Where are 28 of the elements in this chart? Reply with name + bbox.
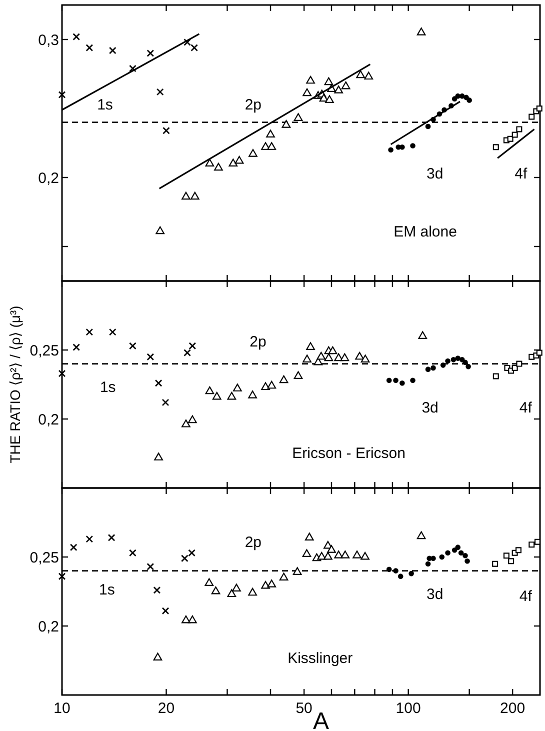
y-tick-label: 0,3	[38, 32, 59, 49]
annotation: 4f	[519, 400, 533, 417]
y-tick-label: 0,25	[30, 342, 59, 360]
y-tick-label: 0,2	[38, 170, 59, 187]
x-tick-label: 10	[54, 700, 70, 717]
x-tick-label: 200	[500, 700, 526, 717]
annotation: 1s	[97, 96, 113, 114]
annotation: 2p	[244, 96, 262, 114]
y-tick-label: 0,2	[38, 618, 59, 636]
y-axis-title: THE RATIO ⟨ρ²⟩ / ⟨ρ⟩ (μ³)	[7, 306, 23, 464]
annotation: 3d	[426, 586, 444, 603]
x-axis-title: A	[312, 708, 330, 731]
annotation: 3d	[426, 166, 444, 183]
x-tick-label: 20	[158, 700, 175, 717]
annotation: 1s	[100, 378, 116, 396]
annotation: 4f	[519, 588, 533, 605]
annotation: 2p	[250, 333, 266, 350]
annotation: 1s	[99, 582, 115, 599]
annotation: 2p	[244, 534, 262, 552]
annotation: 3d	[422, 400, 438, 417]
annotation: 4f	[514, 166, 528, 183]
y-tick-label: 0,2	[38, 411, 59, 428]
x-tick-label: 100	[396, 700, 421, 717]
annotation: Kisslinger	[288, 650, 353, 667]
x-tick-label: 50	[296, 700, 312, 717]
annotation: Ericson - Ericson	[292, 445, 406, 462]
y-tick-label: 0,25	[30, 549, 59, 566]
annotation: EM alone	[394, 224, 457, 241]
